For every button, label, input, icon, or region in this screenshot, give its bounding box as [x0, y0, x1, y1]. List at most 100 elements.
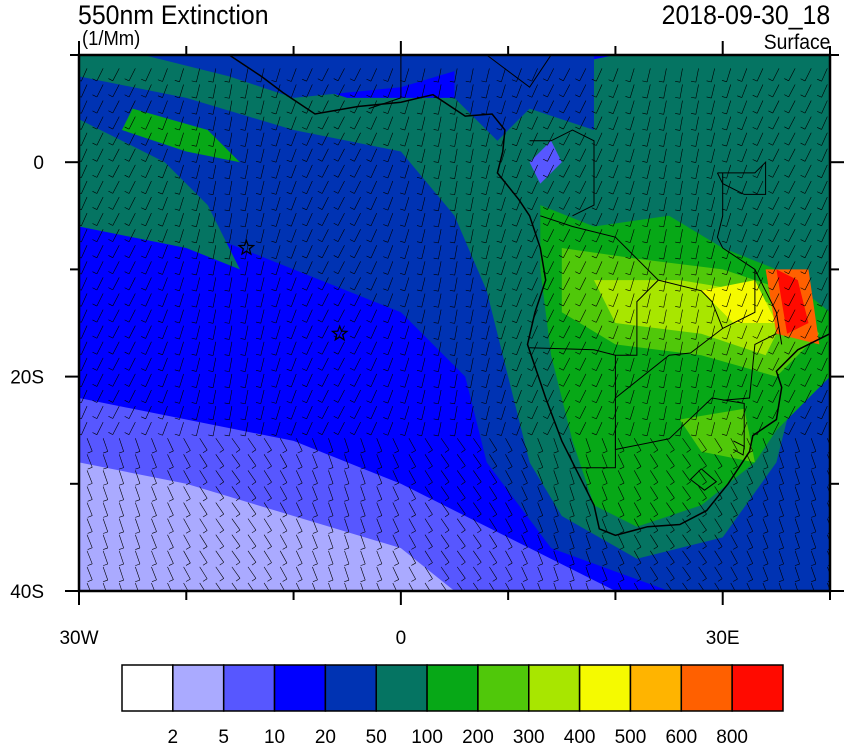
wind-barb — [344, 566, 350, 581]
wind-barb-flag — [141, 320, 146, 323]
wind-barb — [244, 341, 249, 356]
wind-barb-flag — [312, 547, 318, 550]
wind-barb-flag — [394, 547, 399, 550]
wind-barb — [714, 534, 723, 547]
wind-barb-flag — [637, 595, 641, 597]
wind-barb-flag — [240, 370, 246, 372]
wind-barb — [804, 261, 812, 275]
wind-barb — [746, 454, 754, 468]
wind-barb-flag — [670, 497, 675, 502]
wind-barb — [196, 116, 200, 131]
wind-barb-flag — [591, 352, 597, 355]
wind-barb-flag — [591, 416, 597, 420]
wind-barb — [646, 164, 651, 179]
wind-barb — [473, 550, 482, 563]
wind-barb-flag — [542, 94, 548, 98]
wind-barb-flag — [220, 594, 224, 597]
wind-barb — [212, 357, 217, 372]
wind-barb — [666, 566, 675, 579]
wind-barb — [617, 470, 625, 484]
wind-barb-flag — [366, 78, 372, 82]
wind-barb — [260, 293, 265, 308]
wind-barb-flag — [778, 563, 784, 566]
wind-barb-flag — [625, 144, 631, 147]
wind-barb-flag — [298, 596, 302, 598]
wind-barb-flag — [191, 257, 197, 260]
wind-barb-flag — [151, 467, 157, 470]
wind-barb — [86, 518, 93, 532]
wind-barb-flag — [297, 547, 303, 550]
wind-barb-flag — [492, 578, 498, 582]
wind-barb — [553, 566, 559, 581]
wind-barb-flag — [608, 368, 614, 372]
wind-barb — [291, 341, 297, 355]
wind-barb-flag — [608, 288, 614, 291]
wind-barb — [756, 196, 764, 210]
wind-barb — [695, 84, 699, 99]
wind-barb-flag — [383, 127, 388, 131]
wind-barb — [86, 454, 93, 468]
wind-barb — [501, 84, 506, 98]
wind-barb-flag — [255, 160, 261, 163]
wind-barb-flag — [778, 467, 784, 470]
wind-barb-flag — [591, 432, 597, 436]
wind-barb — [86, 582, 91, 591]
wind-barb-flag — [675, 273, 681, 276]
wind-barb-flag — [103, 515, 108, 518]
wind-barb — [579, 100, 587, 114]
wind-barb — [370, 148, 377, 162]
wind-barb-flag — [219, 513, 224, 518]
wind-barb-flag — [642, 337, 648, 340]
wind-barb — [275, 196, 281, 211]
wind-barb-flag — [658, 370, 664, 372]
wind-barb — [485, 84, 490, 99]
wind-barb-flag — [784, 271, 789, 275]
wind-barb — [772, 132, 780, 146]
wind-barb — [295, 518, 303, 532]
wind-barb — [596, 422, 603, 436]
wind-barb — [569, 438, 575, 452]
wind-barb — [244, 68, 249, 83]
wind-barb — [321, 68, 329, 82]
wind-barb — [663, 116, 667, 131]
wind-barb-flag — [349, 110, 355, 114]
wind-barb — [485, 245, 490, 259]
wind-barb — [501, 229, 506, 243]
wind-barb — [128, 389, 136, 403]
wind-barb — [698, 550, 707, 563]
wind-barb-flag — [433, 225, 439, 228]
wind-barb-flag — [690, 386, 696, 388]
wind-barb-flag — [174, 401, 180, 404]
colorbar-swatch — [172, 664, 225, 712]
wind-barb-flag — [428, 562, 433, 566]
wind-barb — [212, 116, 217, 131]
wind-barb — [563, 325, 571, 339]
wind-barb-flag — [625, 289, 631, 292]
wind-barb-flag — [255, 225, 261, 228]
wind-barb — [306, 245, 313, 259]
wind-barb — [312, 534, 318, 548]
wind-barb-flag — [255, 177, 261, 179]
wind-barb — [633, 502, 642, 515]
wind-barb-flag — [108, 383, 113, 387]
wind-barb-flag — [383, 384, 388, 388]
wind-barb — [501, 245, 506, 259]
wind-barb-flag — [752, 416, 758, 420]
wind-barb — [86, 502, 93, 516]
wind-barb-flag — [686, 481, 691, 485]
colorbar-swatch — [324, 664, 377, 712]
wind-barb-flag — [461, 513, 466, 518]
wind-barb-flag — [92, 303, 98, 307]
wind-barb-flag — [118, 515, 124, 518]
wind-barb — [179, 180, 184, 195]
wind-barb-flag — [174, 208, 180, 211]
wind-barb — [537, 438, 544, 452]
wind-barb — [663, 213, 667, 227]
wind-barb — [553, 582, 557, 591]
wind-barb — [679, 422, 683, 436]
wind-barb-flag — [569, 483, 575, 486]
wind-barb-flag — [527, 320, 533, 323]
wind-barb — [196, 406, 200, 420]
wind-barb — [666, 550, 675, 563]
wind-barb — [370, 84, 377, 98]
